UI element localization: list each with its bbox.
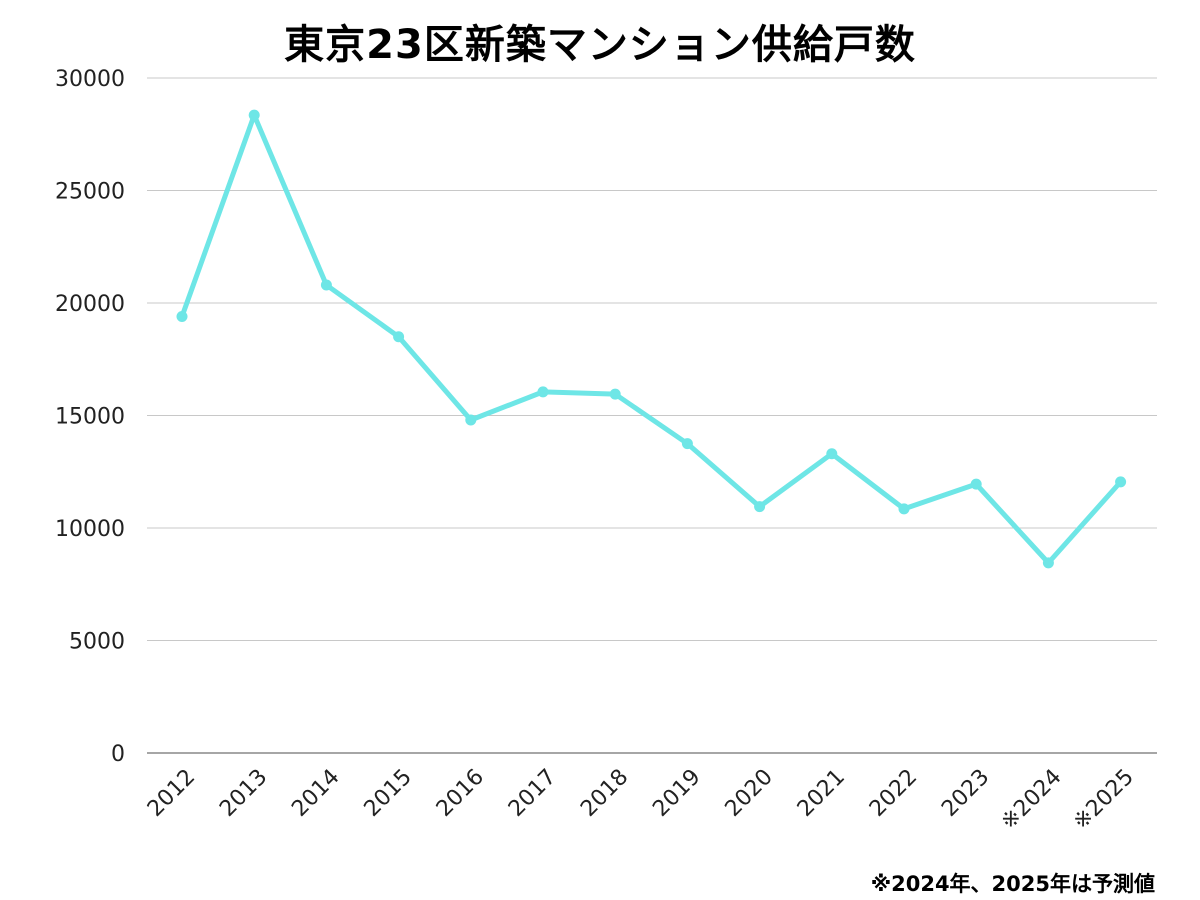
x-tick-label: 2023 [937,765,994,822]
data-point [826,448,838,460]
x-tick-label: 2013 [215,765,272,822]
data-point [754,501,766,513]
x-tick-label: 2019 [648,765,705,822]
data-point [176,311,188,322]
x-tick-label: ※2025 [1069,765,1139,835]
data-point [609,388,621,400]
y-tick-label: 20000 [55,292,125,317]
data-point [393,331,405,343]
y-tick-label: 30000 [55,67,125,92]
x-tick-label: 2017 [504,765,561,822]
data-point [681,438,693,450]
y-tick-label: 0 [111,742,125,767]
chart-title: 東京23区新築マンション供給戸数 [284,22,916,68]
x-tick-label: 2018 [576,765,633,822]
x-tick-label: 2015 [360,765,417,822]
data-point [248,109,260,121]
x-tick-label: 2022 [865,765,922,822]
prediction-note: ※2024年、2025年は予測値 [870,872,1155,896]
data-point [970,478,982,490]
x-tick-label: 2014 [287,765,344,822]
x-axis-tick-labels: 2012 2013 2014 2015 2016 2017 2018 2019 2020 2021… [143,765,1139,835]
y-axis-tick-labels: 0 5000 10000 15000 20000 25000 30000 [55,67,125,767]
x-tick-label: 2020 [721,765,778,822]
data-point [1115,476,1127,488]
y-tick-label: 15000 [55,405,125,430]
y-tick-label: 10000 [55,517,125,542]
series-line [179,112,1124,566]
y-tick-label: 25000 [55,180,125,205]
x-tick-label: ※2024 [996,765,1066,835]
y-tick-label: 5000 [69,630,125,655]
x-tick-label: 2021 [793,765,850,822]
series-line-0 [179,112,1124,566]
data-point [1042,557,1054,569]
gridlines [147,77,1157,754]
data-points [176,109,1127,569]
data-point [537,386,549,398]
data-point [465,414,477,426]
data-point [320,279,332,291]
data-point [898,503,910,515]
x-tick-label: 2016 [432,765,489,822]
x-tick-label: 2012 [143,765,200,822]
